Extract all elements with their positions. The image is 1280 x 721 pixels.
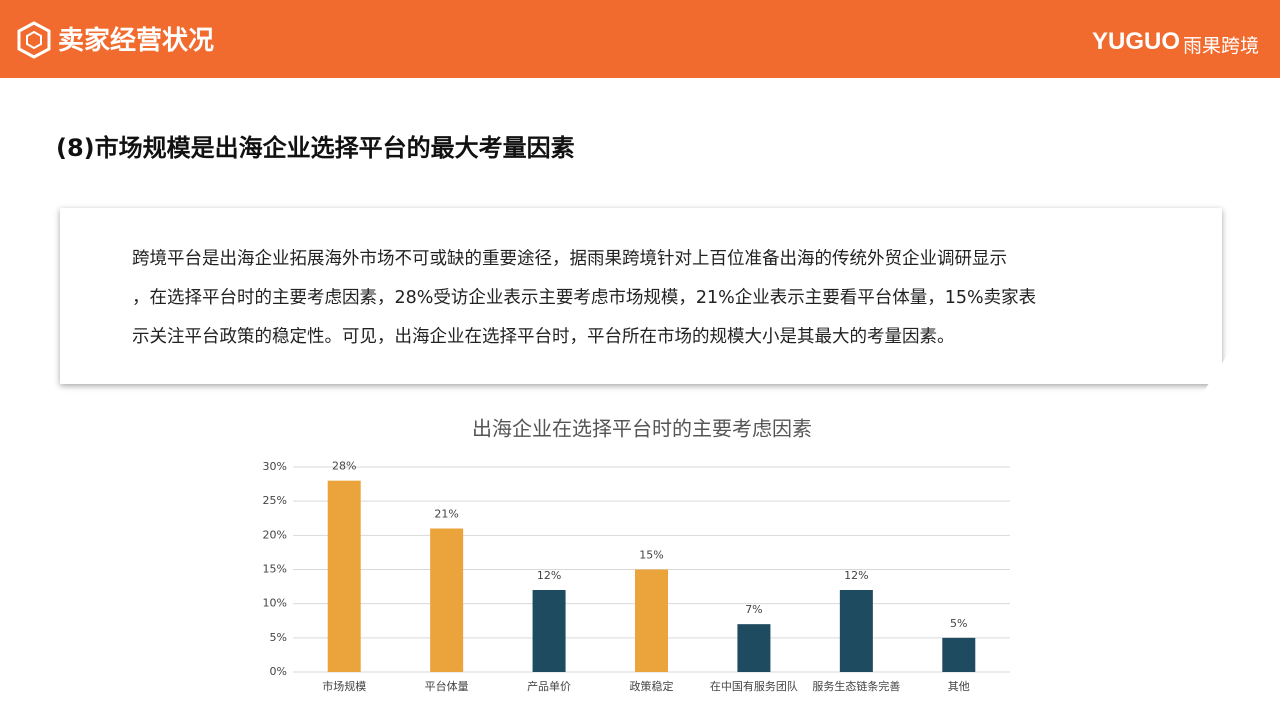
- bar: [430, 528, 464, 672]
- logo-text: YUGUO: [1092, 28, 1181, 55]
- data-label: 5%: [950, 617, 967, 630]
- bar: [737, 624, 771, 672]
- data-label: 12%: [537, 569, 561, 582]
- data-label: 21%: [434, 508, 458, 521]
- bar: [635, 569, 668, 672]
- y-tick-label: 5%: [270, 631, 287, 644]
- y-tick-label: 25%: [263, 494, 287, 507]
- x-tick-label: 产品单价: [527, 679, 571, 693]
- data-label: 15%: [639, 549, 663, 562]
- header-bar: 卖家经营状况 YUGUO 雨果跨境: [0, 0, 1280, 78]
- section-heading: (8)市场规模是出海企业选择平台的最大考量因素: [56, 134, 575, 162]
- y-tick-label: 15%: [263, 563, 287, 576]
- y-tick-label: 20%: [263, 528, 287, 541]
- paragraph: 跨境平台是出海企业拓展海外市场不可或缺的重要途径，据雨果跨境针对上百位准备出海的…: [132, 240, 1036, 357]
- bar: [839, 590, 873, 672]
- x-tick-label: 政策稳定: [630, 679, 674, 693]
- x-tick-label: 服务生态链条完善: [812, 679, 900, 693]
- paragraph-line: 示关注平台政策的稳定性。可见，出海企业在选择平台时，平台所在市场的规模大小是其最…: [132, 327, 955, 347]
- bar: [532, 590, 566, 672]
- bar: [942, 637, 976, 672]
- data-label: 12%: [844, 569, 868, 582]
- x-tick-label: 平台体量: [425, 679, 469, 693]
- header-icon: [17, 21, 51, 59]
- data-label: 28%: [332, 460, 356, 473]
- chart-title: 出海企业在选择平台时的主要考虑因素: [472, 417, 812, 441]
- x-tick-label: 在中国有服务团队: [710, 679, 798, 693]
- data-label: 7%: [745, 603, 762, 616]
- header-title: 卖家经营状况: [58, 26, 215, 56]
- x-tick-label: 市场规模: [322, 679, 366, 693]
- bar: [327, 480, 361, 672]
- x-tick-label: 其他: [948, 680, 970, 693]
- text-box: [60, 208, 1222, 384]
- paragraph-line: 跨境平台是出海企业拓展海外市场不可或缺的重要途径，据雨果跨境针对上百位准备出海的…: [132, 249, 1007, 269]
- y-tick-label: 30%: [263, 460, 287, 473]
- y-tick-label: 0%: [270, 665, 287, 678]
- logo-text: 雨果跨境: [1183, 35, 1260, 57]
- paragraph-line: ，在选择平台时的主要考虑因素，28%受访企业表示主要考虑市场规模，21%企业表示…: [132, 288, 1037, 308]
- y-tick-label: 10%: [263, 597, 287, 610]
